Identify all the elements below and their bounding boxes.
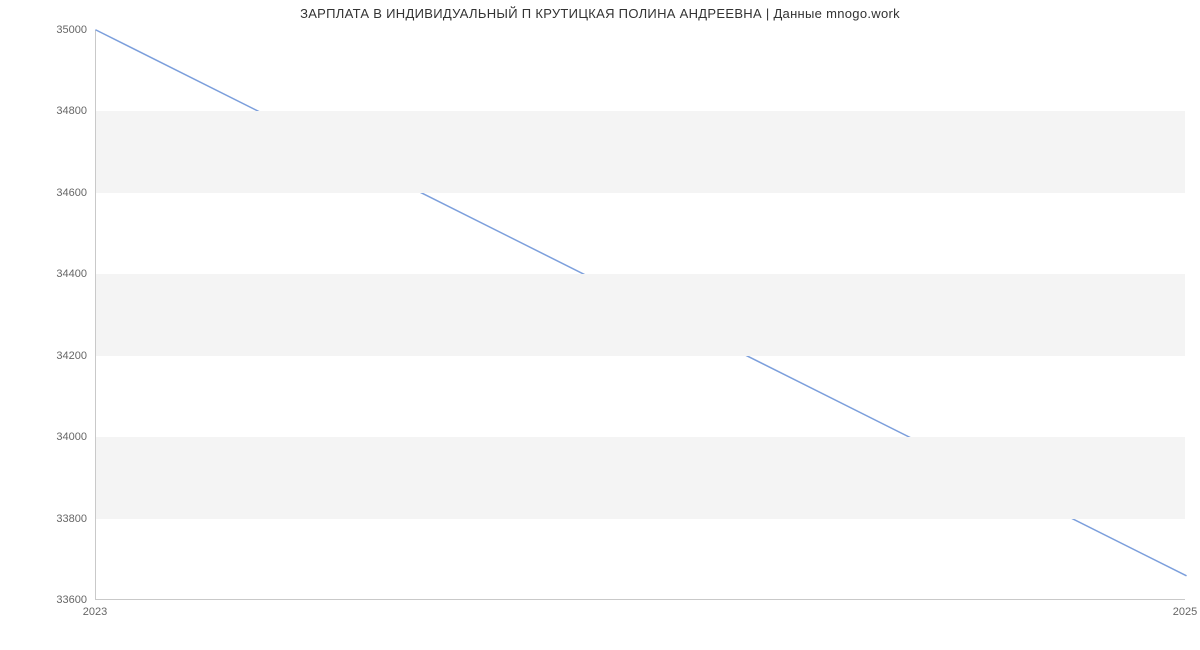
x-tick-label: 2023 xyxy=(83,606,107,618)
grid-band xyxy=(96,519,1185,600)
y-tick-label: 34000 xyxy=(45,431,87,443)
chart-container: ЗАРПЛАТА В ИНДИВИДУАЛЬНЫЙ П КРУТИЦКАЯ ПО… xyxy=(0,0,1200,650)
y-tick-label: 34200 xyxy=(45,350,87,362)
grid-band xyxy=(96,30,1185,111)
chart-title: ЗАРПЛАТА В ИНДИВИДУАЛЬНЫЙ П КРУТИЦКАЯ ПО… xyxy=(0,6,1200,21)
y-tick-label: 35000 xyxy=(45,24,87,36)
y-tick-label: 34600 xyxy=(45,187,87,199)
grid-band xyxy=(96,356,1185,437)
grid-band xyxy=(96,193,1185,274)
grid-band xyxy=(96,274,1185,355)
x-tick-label: 2025 xyxy=(1173,606,1197,618)
y-tick-label: 34400 xyxy=(45,268,87,280)
y-tick-label: 34800 xyxy=(45,105,87,117)
grid-band xyxy=(96,437,1185,518)
y-tick-label: 33600 xyxy=(45,594,87,606)
grid-band xyxy=(96,111,1185,192)
y-tick-label: 33800 xyxy=(45,513,87,525)
plot-area xyxy=(95,30,1185,600)
